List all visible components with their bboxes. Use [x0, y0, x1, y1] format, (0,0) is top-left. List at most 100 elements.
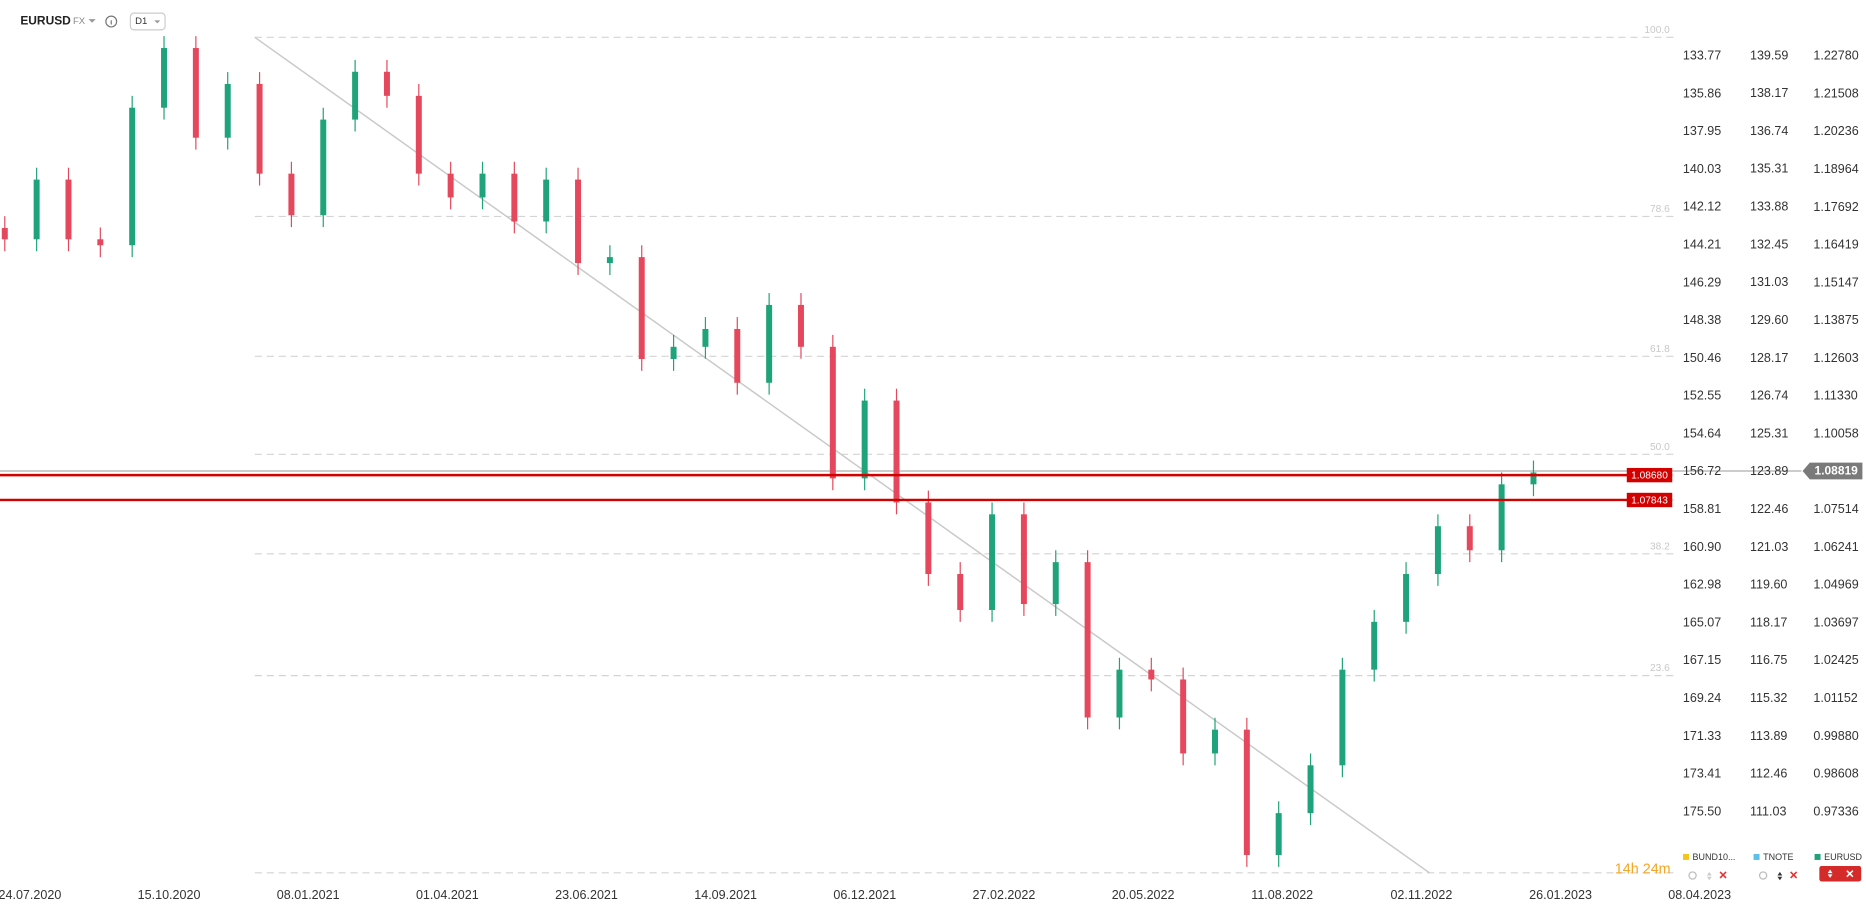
candle-body — [829, 346, 836, 479]
candle-body — [797, 304, 804, 347]
candle-body — [415, 95, 422, 174]
candle-body — [192, 48, 199, 138]
y-tick-label: 0.97336 — [1813, 804, 1858, 818]
y-tick-label: 173.41 — [1683, 767, 1721, 781]
fib-level-label: 61.8 — [1650, 344, 1670, 355]
y-tick-label: 135.31 — [1750, 162, 1788, 176]
candle-body — [702, 328, 709, 347]
y-tick-label: 139.59 — [1750, 48, 1788, 62]
legend-remove-icon[interactable] — [1846, 870, 1854, 878]
y-tick-label: 111.03 — [1750, 805, 1787, 819]
y-tick-label: 152.55 — [1683, 389, 1721, 403]
candle-body — [766, 304, 773, 383]
legend-order-icon[interactable] — [1777, 871, 1783, 881]
candle-body — [1148, 669, 1155, 680]
countdown: 14h 24m — [1615, 861, 1671, 877]
y-tick-label: 128.17 — [1750, 351, 1788, 365]
legend-label[interactable]: TNOTE — [1763, 852, 1793, 862]
y-tick-label: 122.46 — [1750, 502, 1788, 516]
candle-body — [606, 257, 613, 264]
candle-body — [1403, 574, 1410, 622]
candle-body — [957, 574, 964, 610]
candle-body — [543, 179, 550, 222]
y-tick-label: 125.31 — [1750, 426, 1788, 440]
candle-body — [288, 173, 295, 216]
candle-body — [511, 173, 518, 222]
y-tick-label: 175.50 — [1683, 804, 1721, 818]
candle-body — [925, 502, 932, 575]
candle-body — [1052, 562, 1059, 605]
legend-eye-icon[interactable] — [1688, 871, 1697, 880]
candle-body — [320, 119, 327, 216]
candle-body — [575, 179, 582, 264]
y-tick-label: 132.45 — [1750, 237, 1788, 251]
y-tick-label: 116.75 — [1750, 653, 1787, 667]
y-tick-label: 154.64 — [1683, 427, 1721, 441]
x-tick-label: 24.07.2020 — [0, 888, 61, 902]
y-tick-label: 1.20236 — [1813, 124, 1858, 138]
y-tick-label: 123.89 — [1750, 464, 1788, 478]
y-tick-label: 142.12 — [1683, 200, 1721, 214]
y-tick-label: 1.03697 — [1813, 615, 1858, 629]
y-tick-label: 1.16419 — [1813, 238, 1858, 252]
y-tick-label: 113.89 — [1750, 729, 1787, 743]
candle-body — [1307, 765, 1314, 814]
x-tick-label: 01.04.2021 — [416, 888, 479, 902]
y-tick-label: 1.15147 — [1813, 275, 1858, 289]
candle-body — [1180, 679, 1187, 754]
candle-body — [989, 514, 996, 610]
price-level-label: 1.08680 — [1631, 470, 1668, 481]
candle-body — [33, 179, 40, 240]
candle-body — [1466, 526, 1473, 551]
candle-body — [1, 228, 8, 240]
x-tick-label: 23.06.2021 — [555, 888, 618, 902]
dropdown-caret[interactable] — [88, 19, 96, 23]
fib-level-label: 38.2 — [1650, 541, 1670, 552]
symbol[interactable]: EURUSD — [20, 14, 71, 28]
y-tick-label: 148.38 — [1683, 313, 1721, 327]
y-tick-label: 1.02425 — [1813, 653, 1858, 667]
y-tick-label: 115.32 — [1750, 691, 1787, 705]
legend-order-icon[interactable] — [1827, 869, 1833, 878]
fib-level-label: 100.0 — [1644, 25, 1670, 36]
candle-body — [1275, 813, 1282, 856]
y-tick-label: 1.07514 — [1813, 502, 1858, 516]
y-tick-label: 167.15 — [1683, 653, 1721, 667]
legend-order-icon[interactable] — [1706, 871, 1712, 881]
y-tick-label: 0.98608 — [1813, 767, 1858, 781]
legend-eye-icon[interactable] — [1758, 871, 1768, 880]
legend-active-box[interactable] — [1819, 865, 1862, 882]
candle-body — [1084, 562, 1091, 718]
legend-swatch — [1814, 853, 1821, 860]
y-tick-label: 136.74 — [1750, 124, 1788, 138]
legend-swatch — [1682, 853, 1689, 860]
info-icon[interactable] — [105, 15, 118, 28]
y-tick-label: 133.88 — [1750, 200, 1788, 214]
y-tick-label: 150.46 — [1683, 351, 1721, 365]
y-tick-label: 1.22780 — [1813, 49, 1858, 63]
x-tick-label: 20.05.2022 — [1112, 888, 1175, 902]
interval: D1 — [135, 16, 147, 27]
candle-body — [256, 83, 263, 174]
legend-label[interactable]: EURUSD — [1824, 852, 1862, 862]
y-tick-label: 165.07 — [1683, 615, 1721, 629]
candle-body — [638, 257, 645, 359]
legend-label[interactable]: BUND10... — [1693, 852, 1736, 862]
interval-box[interactable] — [129, 12, 166, 31]
candle-body — [479, 173, 486, 198]
legend-remove-icon[interactable] — [1719, 871, 1727, 879]
last-price-label: 1.08819 — [1815, 464, 1859, 478]
candle-body — [734, 328, 741, 383]
candle-body — [670, 346, 677, 359]
trendline — [254, 36, 1430, 874]
y-tick-label: 144.21 — [1683, 238, 1721, 252]
x-tick-label: 15.10.2020 — [138, 888, 201, 902]
candle-body — [893, 400, 900, 503]
price-level-label: 1.07843 — [1631, 495, 1668, 506]
y-tick-label: 0.99880 — [1813, 729, 1858, 743]
x-tick-label: 14.09.2021 — [694, 888, 757, 902]
legend-remove-icon[interactable] — [1790, 871, 1798, 879]
y-tick-label: 1.13875 — [1813, 313, 1858, 327]
